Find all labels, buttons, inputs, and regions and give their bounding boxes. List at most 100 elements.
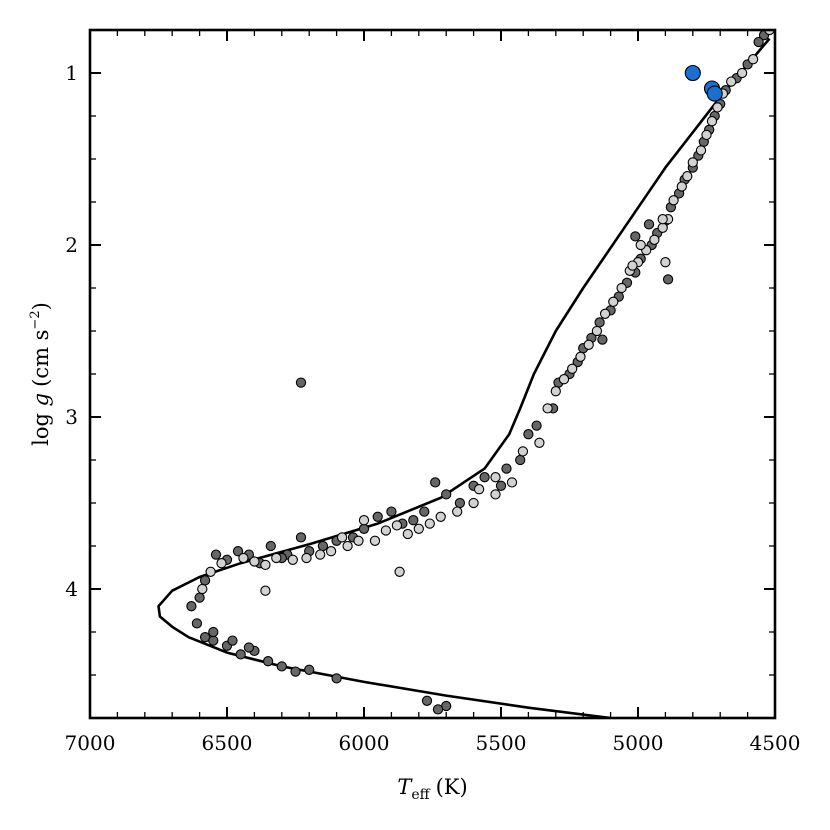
dark-data-point — [430, 477, 441, 488]
dark-data-point — [232, 546, 244, 557]
light-data-point — [608, 296, 619, 307]
light-data-point — [736, 67, 748, 79]
light-data-point — [342, 540, 353, 552]
light-data-point — [558, 374, 570, 385]
dark-data-point — [208, 635, 219, 646]
axis-labels: Teff (K) log g (cm s−2) — [28, 302, 468, 803]
light-data-point — [402, 528, 413, 540]
dark-data-point — [753, 36, 764, 48]
light-data-point — [238, 552, 249, 564]
light-data-point — [413, 523, 424, 534]
light-data-point — [287, 554, 298, 565]
x-tick-label: 6000 — [339, 731, 390, 755]
light-data-point — [542, 403, 553, 414]
light-data-point — [394, 566, 405, 577]
light-data-point — [468, 497, 479, 509]
axes: 7000 6500 6000 5500 5000 4500 1 2 3 4 — [65, 28, 801, 755]
dark-data-point — [262, 656, 274, 667]
dark-data-point — [304, 664, 315, 675]
y-tick-label: 1 — [65, 61, 78, 85]
light-data-point — [706, 116, 718, 127]
dark-data-point — [515, 454, 526, 466]
light-data-point — [517, 446, 529, 457]
light-data-point — [657, 222, 668, 233]
light-data-point — [657, 214, 668, 225]
dark-data-point — [194, 592, 205, 603]
light-data-point — [591, 325, 603, 337]
light-data-point — [380, 525, 392, 536]
light-data-point — [687, 157, 698, 168]
light-data-point — [490, 489, 501, 500]
dark-data-point — [243, 642, 255, 653]
light-data-point — [249, 556, 260, 567]
dark-data-point — [441, 489, 452, 500]
y-label-unit: (cm s — [29, 330, 53, 387]
light-data-point — [452, 506, 463, 517]
x-label-sub: eff — [411, 787, 430, 803]
light-data-point — [301, 552, 312, 564]
dark-data-point — [290, 666, 301, 677]
light-data-point — [325, 546, 337, 557]
light-data-point — [216, 558, 227, 569]
light-data-point — [599, 308, 611, 319]
dark-data-point — [235, 649, 246, 660]
dark-data-point — [358, 523, 370, 534]
light-data-point — [583, 339, 594, 350]
dark-data-point — [227, 635, 238, 646]
x-label-main: T — [397, 775, 413, 799]
light-data-point — [550, 386, 561, 397]
light-data-point — [336, 532, 348, 543]
y-label-pre: log — [29, 406, 53, 445]
x-tick-label: 5500 — [476, 731, 527, 755]
light-data-point — [534, 437, 545, 448]
light-data-point — [315, 549, 326, 560]
plot-frame — [88, 28, 777, 720]
light-data-point — [260, 585, 271, 596]
light-data-point — [712, 102, 723, 113]
light-data-point — [358, 515, 370, 526]
light-data-point — [660, 257, 671, 268]
dark-data-point — [295, 377, 307, 388]
light-data-point — [668, 195, 679, 206]
dark-data-point — [386, 506, 397, 517]
dark-data-point — [432, 704, 444, 715]
dark-data-point — [421, 695, 433, 706]
x-tick-label: 6500 — [202, 731, 253, 755]
data-points — [186, 30, 775, 715]
y-label-exp: −2 — [28, 310, 43, 329]
dark-data-point — [454, 497, 466, 509]
light-data-point — [676, 181, 687, 192]
x-tick-label: 4500 — [750, 731, 801, 755]
light-data-point — [473, 484, 485, 495]
y-tick-label: 4 — [65, 577, 78, 601]
light-data-point — [635, 239, 646, 251]
dark-data-point — [372, 511, 383, 522]
x-tick-label: 7000 — [65, 731, 116, 755]
light-data-point — [575, 351, 586, 362]
dark-data-point — [186, 601, 197, 612]
light-data-point — [567, 363, 578, 374]
light-data-point — [701, 129, 712, 141]
light-data-point — [682, 171, 693, 182]
light-data-point — [369, 535, 381, 546]
dark-data-point — [662, 274, 674, 285]
dark-data-point — [317, 540, 329, 552]
dark-data-point — [531, 420, 542, 431]
dark-data-point — [265, 540, 276, 552]
y-tick-label: 3 — [65, 405, 78, 429]
dark-data-point — [594, 317, 605, 328]
highlight-data-point — [684, 64, 701, 82]
light-data-point — [271, 552, 282, 564]
dark-data-point — [210, 549, 222, 560]
light-data-point — [435, 511, 446, 522]
dark-data-point — [479, 472, 490, 483]
light-data-point — [205, 566, 216, 577]
dark-data-point — [523, 429, 534, 440]
dark-data-point — [331, 673, 342, 684]
dark-data-point — [495, 480, 507, 491]
light-data-point — [260, 559, 271, 571]
dark-data-point — [276, 661, 287, 672]
highlight-data-point — [706, 85, 723, 102]
dark-data-point — [501, 463, 512, 474]
dark-data-point — [208, 626, 219, 638]
